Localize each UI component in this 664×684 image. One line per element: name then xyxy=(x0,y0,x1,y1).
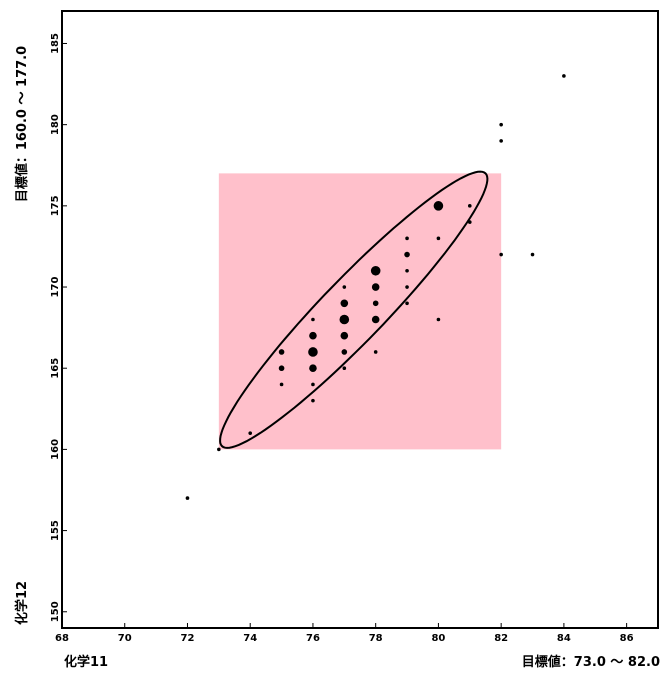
data-point xyxy=(433,201,444,211)
data-point xyxy=(499,122,503,127)
data-point xyxy=(436,236,441,241)
x-tick-label: 80 xyxy=(431,633,445,644)
data-point xyxy=(311,398,315,403)
data-point xyxy=(311,382,315,387)
x-axis-label: 化学11 xyxy=(64,654,108,670)
x-tick-label: 72 xyxy=(181,633,195,644)
y-tick-label: 185 xyxy=(50,33,61,54)
data-point xyxy=(562,74,566,78)
data-point xyxy=(405,285,409,289)
y-tick-label: 180 xyxy=(50,114,61,135)
x-tick-label: 74 xyxy=(243,633,257,644)
data-point xyxy=(342,366,347,371)
data-point xyxy=(342,285,347,289)
x-tick-label: 78 xyxy=(369,633,383,644)
data-point xyxy=(405,236,409,241)
data-point xyxy=(405,268,409,273)
y-tick-label: 155 xyxy=(50,520,61,541)
data-point xyxy=(341,349,348,355)
y-axis-label: 化学12 xyxy=(14,581,30,625)
data-point xyxy=(370,265,381,276)
data-point xyxy=(404,251,410,258)
y-target-label: 目標値：160.0 〜 177.0 xyxy=(14,46,30,202)
y-tick-label: 170 xyxy=(50,277,61,298)
x-tick-label: 84 xyxy=(557,633,571,644)
plot-frame xyxy=(61,10,659,629)
data-point xyxy=(279,382,284,387)
x-tick-label: 70 xyxy=(118,633,132,644)
x-tick-label: 76 xyxy=(306,633,320,644)
data-point xyxy=(185,496,190,500)
data-point xyxy=(499,139,503,143)
data-point xyxy=(530,252,535,257)
data-point xyxy=(405,301,409,306)
axis-ticks: 68 70 72 74 76 78 80 82 84 86 150 155 160 165 170 175 18… xyxy=(50,33,634,644)
y-tick-label: 160 xyxy=(50,439,61,460)
data-point xyxy=(311,317,315,322)
y-tick-label: 175 xyxy=(50,195,61,216)
data-point xyxy=(436,317,441,322)
data-point xyxy=(340,331,349,340)
data-point xyxy=(309,364,317,373)
x-tick-label: 82 xyxy=(494,633,508,644)
confidence-ellipse xyxy=(219,170,489,449)
x-target-label: 目標値：73.0 〜 82.0 xyxy=(522,654,660,670)
x-tick-label: 86 xyxy=(620,633,634,644)
data-point xyxy=(309,331,317,340)
data-point xyxy=(371,315,380,324)
data-point xyxy=(373,350,378,354)
y-tick-label: 150 xyxy=(50,601,61,622)
data-point xyxy=(339,314,350,325)
data-point xyxy=(340,299,349,308)
data-point xyxy=(371,283,380,291)
data-point xyxy=(248,431,253,435)
y-tick-label: 165 xyxy=(50,358,61,379)
data-point xyxy=(278,365,285,372)
data-point xyxy=(372,300,379,307)
data-point xyxy=(217,447,221,452)
x-tick-label: 68 xyxy=(55,633,69,644)
data-point xyxy=(499,252,503,257)
data-point xyxy=(278,349,285,355)
target-region xyxy=(218,173,502,450)
data-points xyxy=(185,74,566,500)
data-point xyxy=(467,204,472,208)
data-point xyxy=(308,347,318,357)
